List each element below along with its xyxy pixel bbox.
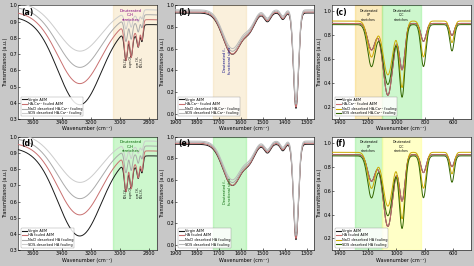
Y-axis label: Transmittance (a.u.): Transmittance (a.u.) (318, 169, 322, 218)
Text: (b): (b) (178, 8, 191, 17)
Text: Deuterated
CP
stretches: Deuterated CP stretches (359, 140, 378, 153)
Legend: Virgin AEM, HA-Ca²⁺ fouled AEM, NaCl desorbed HA-Ca²⁺ fouling, SDS desorbed HA-C: Virgin AEM, HA-Ca²⁺ fouled AEM, NaCl des… (21, 97, 83, 116)
Text: sym CH₃: sym CH₃ (137, 188, 140, 198)
Text: Deuterated
C-H
stretches: Deuterated C-H stretches (119, 9, 141, 22)
Text: Deuterated
C-C
stretches: Deuterated C-C stretches (392, 9, 410, 22)
Y-axis label: Transmittance (a.u.): Transmittance (a.u.) (161, 38, 165, 87)
Text: Deuterated f--
functional sites: Deuterated f-- functional sites (223, 178, 232, 205)
Bar (355, 137, 382, 251)
Bar (113, 137, 156, 251)
Legend: Virgin AEM, HA fouled AEM, NaCl desorbed HA fouling, SDS desorbed HA fouling: Virgin AEM, HA fouled AEM, NaCl desorbed… (336, 228, 388, 248)
Text: (d): (d) (21, 139, 34, 148)
Text: SDS-CH₂: SDS-CH₂ (140, 57, 144, 67)
X-axis label: Wavenumber (cm⁻¹): Wavenumber (cm⁻¹) (63, 126, 112, 131)
Legend: Virgin AEM, HA fouled AEM, NaCl desorbed HA fouling, SDS desorbed HA fouling: Virgin AEM, HA fouled AEM, NaCl desorbed… (178, 228, 231, 248)
X-axis label: Wavenumber (cm⁻¹): Wavenumber (cm⁻¹) (376, 257, 427, 263)
Text: (c): (c) (335, 8, 346, 17)
Y-axis label: Transmittance (a.u.): Transmittance (a.u.) (3, 38, 9, 87)
Bar (213, 6, 246, 119)
Bar (355, 6, 382, 119)
Text: Deuterated f--
functional sites: Deuterated f-- functional sites (223, 46, 232, 74)
Bar (213, 137, 246, 251)
Bar (113, 6, 156, 119)
Y-axis label: Transmittance (a.u.): Transmittance (a.u.) (161, 169, 165, 218)
Text: SDS-CH₃: SDS-CH₃ (124, 57, 128, 67)
Text: Deuterated
C-C
stretches: Deuterated C-C stretches (392, 140, 410, 153)
Text: (f): (f) (335, 139, 346, 148)
Text: asym CH₂: asym CH₂ (129, 186, 133, 198)
X-axis label: Wavenumber (cm⁻¹): Wavenumber (cm⁻¹) (219, 126, 270, 131)
Text: SDS-CH₂: SDS-CH₂ (140, 188, 144, 198)
Text: SDS-CH₃: SDS-CH₃ (124, 188, 128, 198)
Text: (e): (e) (178, 139, 190, 148)
Text: Deuterated
C-H
stretches: Deuterated C-H stretches (119, 140, 141, 153)
Text: (a): (a) (21, 8, 33, 17)
Legend: Virgin AEM, HA-Ca²⁺ fouled AEM, NaCl desorbed HA-Ca²⁺ fouling, SDS desorbed HA-C: Virgin AEM, HA-Ca²⁺ fouled AEM, NaCl des… (178, 97, 240, 116)
Y-axis label: Transmittance (a.u.): Transmittance (a.u.) (318, 38, 322, 87)
Legend: Virgin AEM, HA-Ca²⁺ fouled AEM, NaCl desorbed HA-Ca²⁺ fouling, SDS desorbed HA-C: Virgin AEM, HA-Ca²⁺ fouled AEM, NaCl des… (336, 97, 397, 116)
X-axis label: Wavenumber (cm⁻¹): Wavenumber (cm⁻¹) (219, 257, 270, 263)
X-axis label: Wavenumber (cm⁻¹): Wavenumber (cm⁻¹) (63, 257, 112, 263)
Bar (382, 6, 420, 119)
Text: asym CH₂: asym CH₂ (129, 55, 133, 67)
Text: Deuterated
CP
stretches: Deuterated CP stretches (359, 9, 378, 22)
Y-axis label: Transmittance (a.u.): Transmittance (a.u.) (3, 169, 9, 218)
Bar (382, 137, 420, 251)
Text: sym CH₃: sym CH₃ (137, 57, 140, 67)
Legend: Virgin AEM, HA fouled AEM, NaCl desorbed HA fouling, SDS-desorbed HA fouling: Virgin AEM, HA fouled AEM, NaCl desorbed… (21, 228, 74, 248)
X-axis label: Wavenumber (cm⁻¹): Wavenumber (cm⁻¹) (376, 126, 427, 131)
